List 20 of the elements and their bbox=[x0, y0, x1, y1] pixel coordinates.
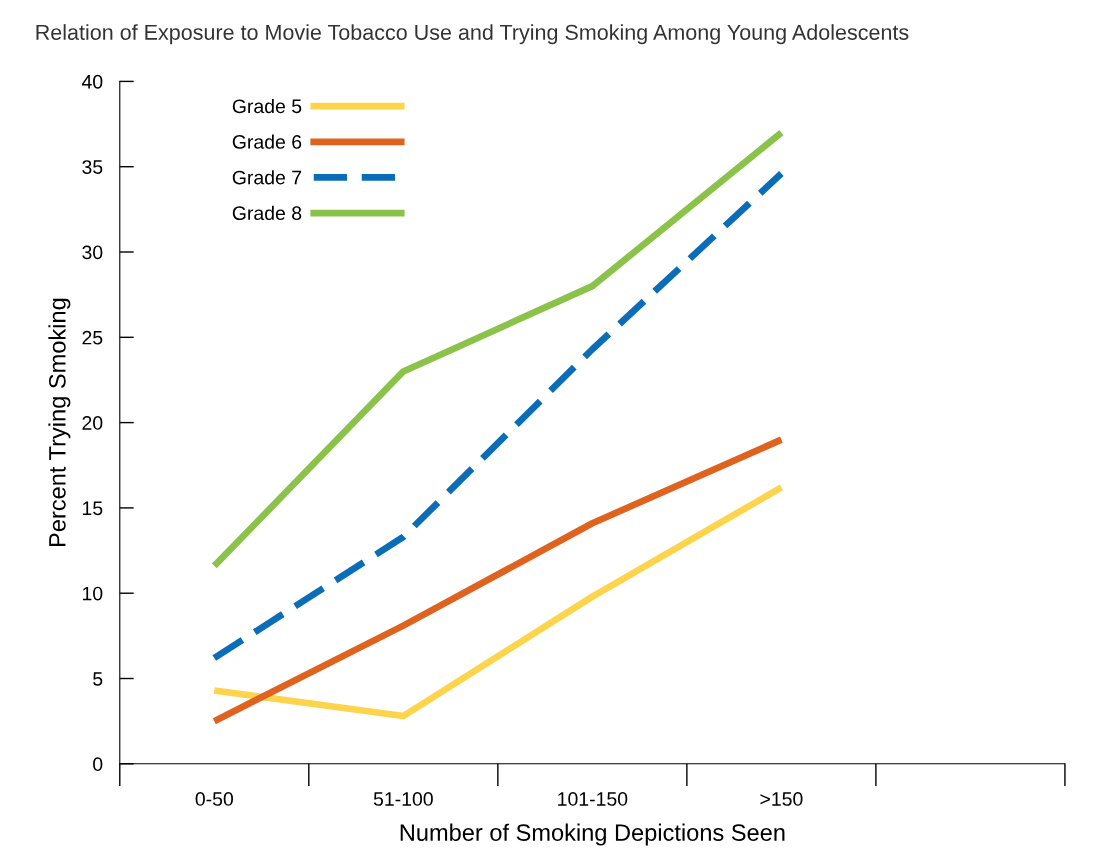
x-tick-label: 0-50 bbox=[195, 792, 234, 806]
legend-label: Grade 7 bbox=[232, 170, 302, 185]
y-tick-label: 0 bbox=[93, 757, 103, 772]
y-tick-label: 15 bbox=[82, 501, 103, 516]
x-tick-label: 51-100 bbox=[373, 792, 433, 806]
x-tick-label: >150 bbox=[760, 792, 803, 806]
y-tick-label: 10 bbox=[82, 586, 103, 601]
legend-label: Grade 6 bbox=[232, 134, 302, 149]
x-tick-label: 101-150 bbox=[558, 792, 628, 806]
y-tick-label: 30 bbox=[82, 245, 103, 260]
chart-title: Relation of Exposure to Movie Tobacco Use and Trying Smoking Among Young Adolescents bbox=[36, 24, 909, 45]
legend-label: Grade 8 bbox=[232, 205, 302, 221]
y-tick-label: 35 bbox=[82, 160, 103, 174]
y-axis-title: Percent Trying Smoking bbox=[48, 298, 71, 546]
x-axis-title: Number of Smoking Depictions Seen bbox=[400, 823, 785, 846]
y-tick-label: 5 bbox=[93, 672, 103, 686]
y-tick-label: 40 bbox=[81, 74, 103, 89]
y-tick-label: 25 bbox=[82, 330, 103, 345]
y-tick-label: 20 bbox=[82, 416, 103, 430]
legend-label: Grade 5 bbox=[232, 98, 302, 114]
